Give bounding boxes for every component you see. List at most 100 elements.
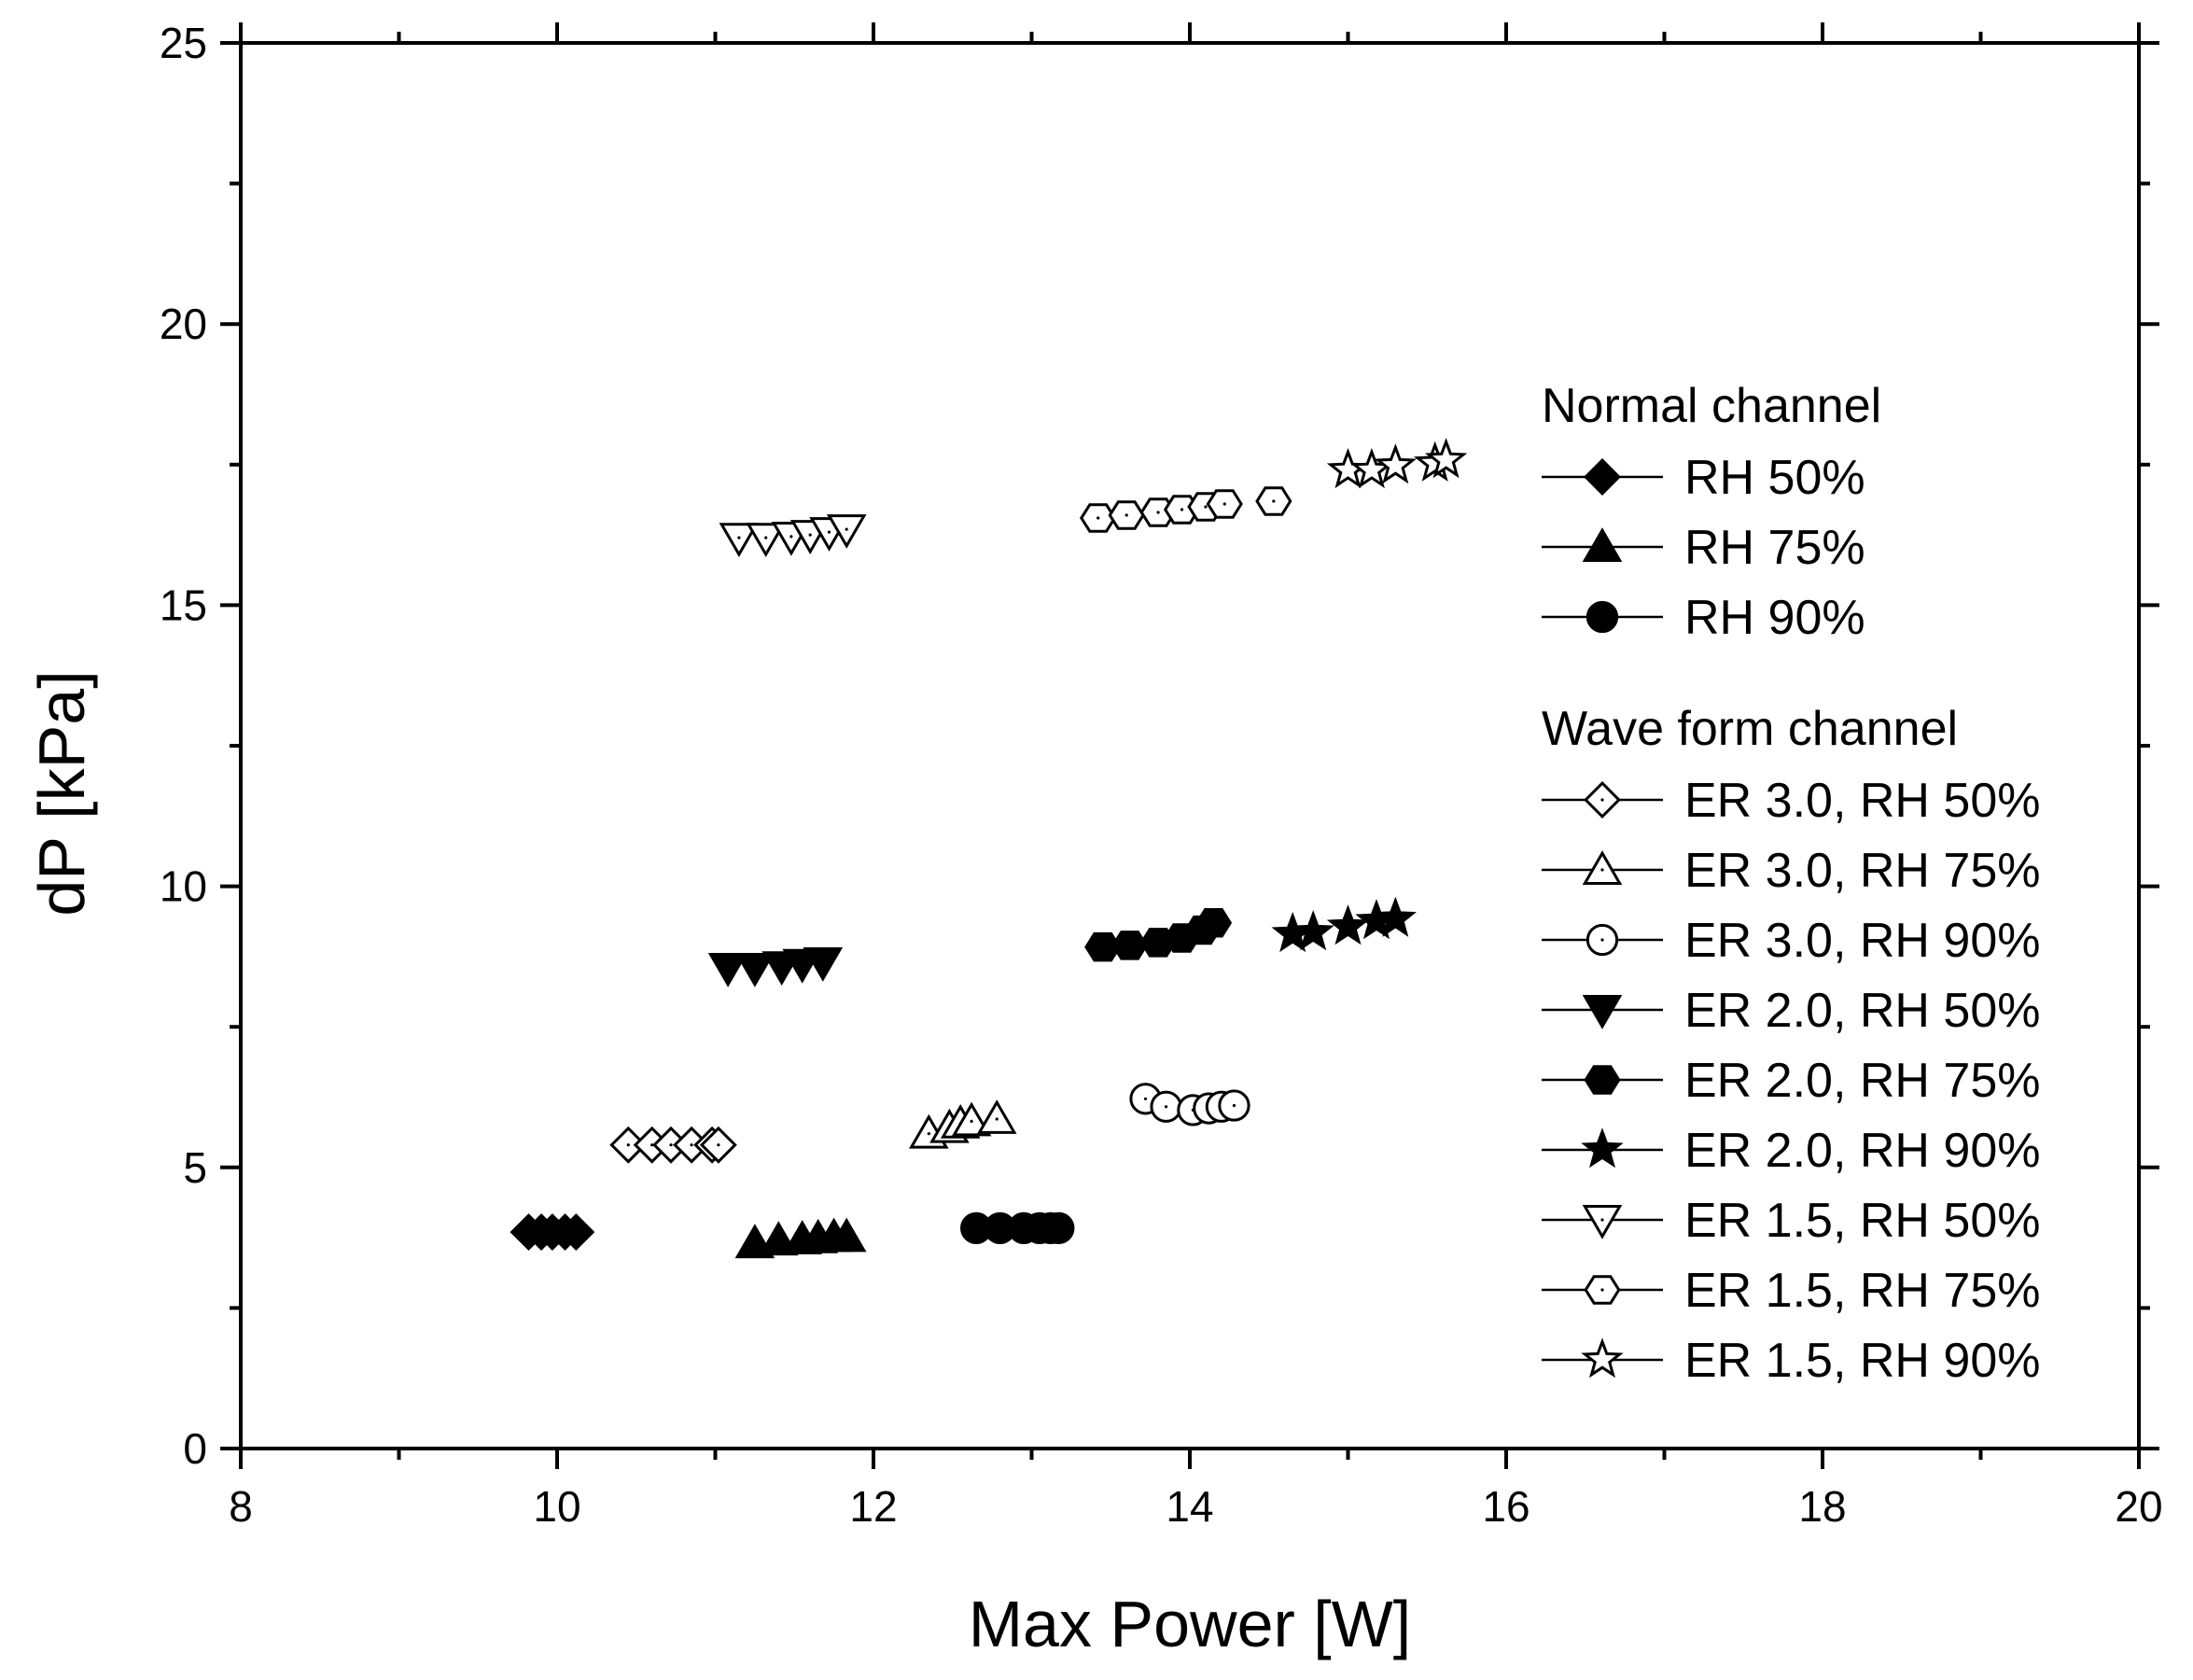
data-point-center-dot — [1204, 505, 1208, 509]
data-point — [734, 953, 775, 987]
legend-marker — [1582, 1205, 1623, 1239]
y-tick-label: 5 — [183, 1143, 207, 1192]
series-2 — [960, 1211, 1075, 1244]
x-tick-label: 10 — [533, 1482, 580, 1531]
legend-entry: ER 3.0, RH 90% — [1542, 914, 2041, 968]
data-point-center-dot — [626, 1143, 630, 1147]
x-tick-label: 14 — [1166, 1482, 1213, 1531]
legend-entry: ER 2.0, RH 50% — [1542, 984, 2041, 1038]
legend-entry: ER 2.0, RH 90% — [1542, 1124, 2041, 1178]
y-tick-label: 10 — [160, 862, 207, 911]
series-7 — [1084, 908, 1233, 962]
data-point-center-dot — [1232, 1103, 1236, 1108]
legend-entry: RH 90% — [1542, 591, 1865, 645]
legend-marker — [1584, 1065, 1621, 1095]
data-point — [1424, 438, 1468, 479]
data-point — [826, 1217, 867, 1253]
data-point — [557, 1213, 595, 1252]
legend-entry: RH 50% — [1542, 451, 1865, 505]
data-point — [976, 1099, 1017, 1134]
data-point-center-dot — [669, 1143, 673, 1147]
data-point-center-dot — [1272, 499, 1276, 503]
legend-group-title: Wave form channel — [1542, 702, 1958, 756]
x-tick-label: 20 — [2115, 1482, 2162, 1531]
x-axis-label: Max Power [W] — [969, 1588, 1412, 1660]
data-point — [1042, 1211, 1075, 1244]
data-point-center-dot — [690, 1143, 693, 1147]
y-tick-label: 25 — [160, 19, 207, 67]
x-tick-label: 16 — [1482, 1482, 1530, 1531]
legend-marker-center-dot — [1600, 798, 1604, 802]
axes-layer — [220, 22, 2159, 1469]
data-point-center-dot — [789, 535, 793, 539]
legend-entry: ER 3.0, RH 75% — [1542, 844, 2041, 898]
data-point-center-dot — [927, 1132, 930, 1136]
series-1 — [734, 1217, 867, 1259]
legend-entry: ER 2.0, RH 75% — [1542, 1054, 2041, 1108]
legend-label: ER 2.0, RH 50% — [1684, 984, 2041, 1038]
data-point-center-dot — [970, 1119, 973, 1124]
data-point-center-dot — [827, 530, 831, 534]
tick-labels: 8 10 12 14 16 18 20 0 5 10 15 20 25 — [160, 19, 2163, 1531]
data-point-center-dot — [1164, 1105, 1168, 1109]
data-point-center-dot — [650, 1143, 654, 1147]
legend-entry: ER 1.5, RH 75% — [1542, 1264, 2041, 1318]
legend-entry: ER 1.5, RH 50% — [1542, 1194, 2041, 1248]
data-point-center-dot — [717, 1143, 720, 1147]
data-point-center-dot — [764, 536, 768, 539]
series-10 — [1080, 486, 1292, 533]
legend-label: RH 50% — [1684, 451, 1865, 505]
series-3 — [609, 1126, 737, 1164]
x-tick-label: 8 — [229, 1482, 253, 1531]
x-tick-label: 18 — [1798, 1482, 1846, 1531]
data-point-center-dot — [1222, 502, 1226, 506]
y-tick-label: 0 — [183, 1424, 207, 1473]
legend-label: ER 1.5, RH 90% — [1684, 1334, 2041, 1388]
data-point — [951, 1101, 992, 1137]
x-tick-label: 12 — [849, 1482, 897, 1531]
series-8 — [1271, 896, 1417, 953]
data-point — [1374, 443, 1417, 484]
legend-label: RH 75% — [1684, 521, 1865, 575]
legend-label: RH 90% — [1684, 591, 1865, 645]
data-point — [803, 947, 844, 982]
legend-marker — [1581, 1337, 1624, 1379]
data-point-center-dot — [737, 536, 741, 539]
data-point — [1194, 908, 1233, 938]
legend-marker-center-dot — [1600, 1218, 1604, 1222]
data-point-center-dot — [808, 533, 812, 537]
data-point-center-dot — [1143, 1097, 1148, 1100]
data-point-center-dot — [845, 527, 848, 531]
series-0 — [510, 1213, 595, 1252]
legend-marker-center-dot — [1600, 1288, 1604, 1292]
legend-entry: RH 75% — [1542, 521, 1865, 575]
data-point — [1084, 931, 1122, 962]
y-axis-label: dP [kPa] — [25, 670, 98, 916]
data-point — [1292, 910, 1334, 951]
data-point — [1326, 904, 1370, 945]
data-point-center-dot — [1156, 511, 1160, 514]
legend-entry: ER 1.5, RH 90% — [1542, 1334, 2041, 1388]
data-point — [719, 523, 760, 557]
legend-marker — [1582, 995, 1623, 1029]
legend: Normal channel RH 50% RH 75% RH 90% Wave for… — [1542, 379, 2041, 1388]
legend-entry: ER 3.0, RH 50% — [1542, 774, 2041, 828]
legend-label: ER 3.0, RH 75% — [1684, 844, 2041, 898]
legend-marker — [1584, 457, 1621, 497]
legend-group-title: Normal channel — [1542, 379, 1881, 433]
legend-label: ER 2.0, RH 90% — [1684, 1124, 2041, 1178]
data-point — [707, 953, 748, 987]
legend-marker — [1582, 850, 1623, 885]
legend-marker-center-dot — [1600, 938, 1604, 942]
data-point-center-dot — [1180, 508, 1184, 511]
data-point — [1374, 896, 1417, 937]
data-point-center-dot — [1096, 516, 1100, 520]
legend-label: ER 1.5, RH 50% — [1684, 1194, 2041, 1248]
data-point-center-dot — [995, 1117, 999, 1121]
legend-label: ER 3.0, RH 90% — [1684, 914, 2041, 968]
legend-label: ER 2.0, RH 75% — [1684, 1054, 2041, 1108]
legend-marker — [1585, 600, 1619, 634]
series-6 — [707, 947, 844, 987]
legend-label: ER 1.5, RH 75% — [1684, 1264, 2041, 1318]
y-tick-label: 15 — [160, 581, 207, 629]
